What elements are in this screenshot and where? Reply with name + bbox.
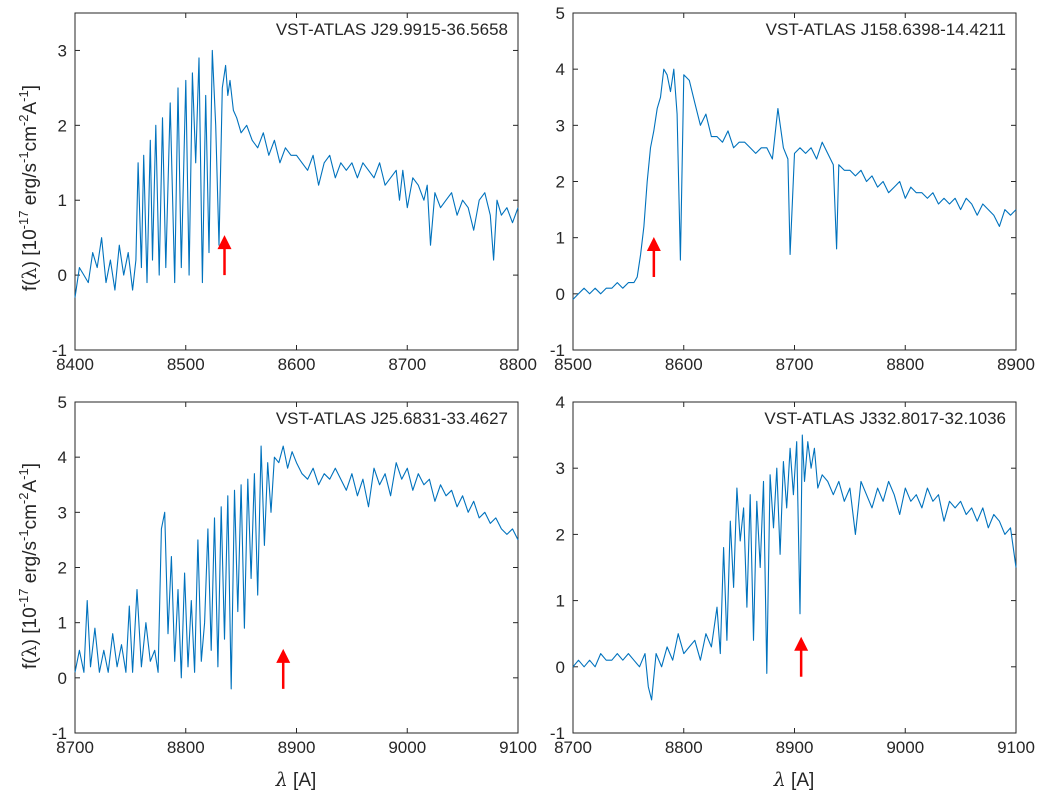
x-tick-label: 8700	[776, 355, 814, 374]
panel-top-right: 8500 8600 8700 8800 8900 -1 0 1 2 3 4 5 VST-ATLAS J…	[550, 4, 1035, 374]
plot-frame	[572, 12, 1017, 351]
panel-title: VST-ATLAS J158.6398-14.4211	[766, 20, 1006, 39]
y-tick-label: -1	[52, 341, 67, 360]
y-tick-label: 3	[58, 503, 67, 522]
x-tick-label: 8700	[388, 355, 426, 374]
x-tick-label: 9000	[388, 738, 426, 757]
x-tick-label: 8800	[499, 355, 537, 374]
panel-bottom-left: 8700 8800 8900 9000 9100 -1 0 1 2 3 4 5 VST-ATLAS J…	[52, 393, 537, 757]
panel-top-left: 8400 8500 8600 8700 8800 -1 0 1 2 3 VST-ATLAS J29…	[52, 12, 537, 374]
x-tick-label: 8900	[997, 355, 1035, 374]
panel-bottom-right: 8700 8800 8900 9000 9100 -1 0 1 2 3 4 VST-ATLAS J3…	[550, 393, 1035, 757]
panel-title: VST-ATLAS J332.8017-32.1036	[764, 409, 1006, 428]
y-tick-label: 2	[556, 525, 565, 544]
plot-frame	[74, 401, 519, 734]
x-tick-label: 8700	[554, 738, 592, 757]
x-tick-label: 8800	[886, 355, 924, 374]
ticks: 8700 8800 8900 9000 9100 -1 0 1 2 3 4	[550, 393, 1035, 757]
x-tick-label: 8600	[278, 355, 316, 374]
x-axis-label-left: λ [A]	[275, 769, 317, 791]
y-tick-label: 2	[58, 559, 67, 578]
y-tick-label: 3	[556, 459, 565, 478]
y-tick-label: 1	[58, 191, 67, 210]
y-tick-label: 5	[58, 393, 67, 412]
plot-frame	[74, 12, 519, 351]
y-tick-label: 4	[556, 60, 565, 79]
y-tick-label: 3	[58, 41, 67, 60]
spectrum-line	[572, 68, 1017, 300]
ticks: 8700 8800 8900 9000 9100 -1 0 1 2 3 4 5	[52, 393, 537, 757]
x-tick-label: 8500	[167, 355, 205, 374]
arrow-head	[217, 235, 232, 250]
x-tick-label: 8600	[665, 355, 703, 374]
y-tick-label: 0	[556, 285, 565, 304]
y-tick-label: 5	[556, 4, 565, 23]
y-tick-label: 1	[58, 614, 67, 633]
arrow-head	[794, 636, 809, 651]
x-tick-label: 8800	[167, 738, 205, 757]
x-tick-label: 8900	[278, 738, 316, 757]
x-tick-label: 8900	[776, 738, 814, 757]
x-tick-label: 8500	[554, 355, 592, 374]
arrow-head	[276, 648, 291, 663]
y-tick-label: 0	[58, 266, 67, 285]
ticks: 8400 8500 8600 8700 8800 -1 0 1 2 3	[52, 13, 537, 374]
x-tick-label: 8700	[56, 738, 94, 757]
y-tick-label: -1	[550, 724, 565, 743]
x-axis-label-right: λ [A]	[773, 769, 815, 791]
y-tick-label: -1	[550, 341, 565, 360]
panel-title: VST-ATLAS J29.9915-36.5658	[276, 20, 508, 39]
y-tick-label: 4	[58, 448, 67, 467]
y-tick-label: 1	[556, 229, 565, 248]
y-tick-label: -1	[52, 724, 67, 743]
y-tick-label: 3	[556, 116, 565, 135]
y-tick-label: 0	[58, 669, 67, 688]
y-tick-label: 2	[58, 116, 67, 135]
x-tick-label: 9100	[997, 738, 1035, 757]
panel-title: VST-ATLAS J25.6831-33.4627	[276, 409, 508, 428]
spectrum-line	[572, 434, 1017, 701]
red-arrow-icon	[217, 235, 232, 276]
spectrum-line	[74, 49, 519, 298]
red-arrow-icon	[794, 636, 809, 677]
x-tick-label: 9000	[886, 738, 924, 757]
y-tick-label: 1	[556, 592, 565, 611]
ticks: 8500 8600 8700 8800 8900 -1 0 1 2 3 4 5	[550, 4, 1035, 374]
y-tick-label: 2	[556, 173, 565, 192]
x-tick-label: 8800	[665, 738, 703, 757]
y-axis-label-top: f(λ) [10-17 erg/s-1cm-2A-1]	[16, 85, 41, 291]
red-arrow-icon	[646, 236, 661, 277]
plot-frame	[572, 401, 1017, 734]
red-arrow-icon	[276, 648, 291, 689]
y-tick-label: 0	[556, 658, 565, 677]
arrow-head	[646, 236, 661, 251]
y-axis-label-bottom: f(λ) [10-17 erg/s-1cm-2A-1]	[16, 463, 41, 669]
spectrum-line	[74, 445, 519, 690]
x-tick-label: 9100	[499, 738, 537, 757]
x-tick-label: 8400	[56, 355, 94, 374]
y-tick-label: 4	[556, 393, 565, 412]
